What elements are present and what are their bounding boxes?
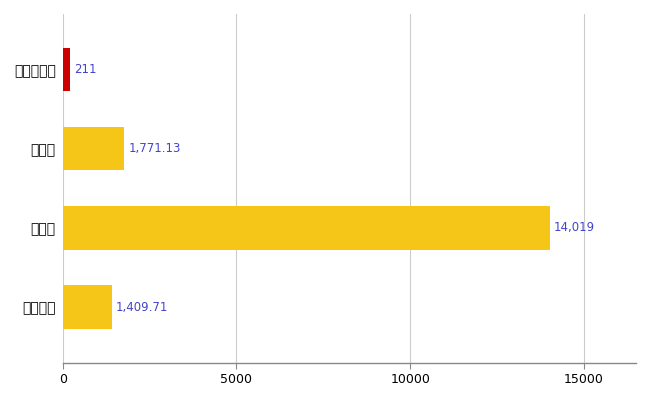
Text: 14,019: 14,019 — [554, 222, 595, 234]
Bar — [62, 286, 112, 329]
Bar — [62, 127, 124, 170]
Bar — [62, 48, 70, 91]
Text: 1,771.13: 1,771.13 — [129, 142, 181, 155]
Text: 211: 211 — [74, 63, 97, 76]
Text: 1,409.71: 1,409.71 — [116, 301, 168, 314]
Bar — [62, 206, 550, 250]
